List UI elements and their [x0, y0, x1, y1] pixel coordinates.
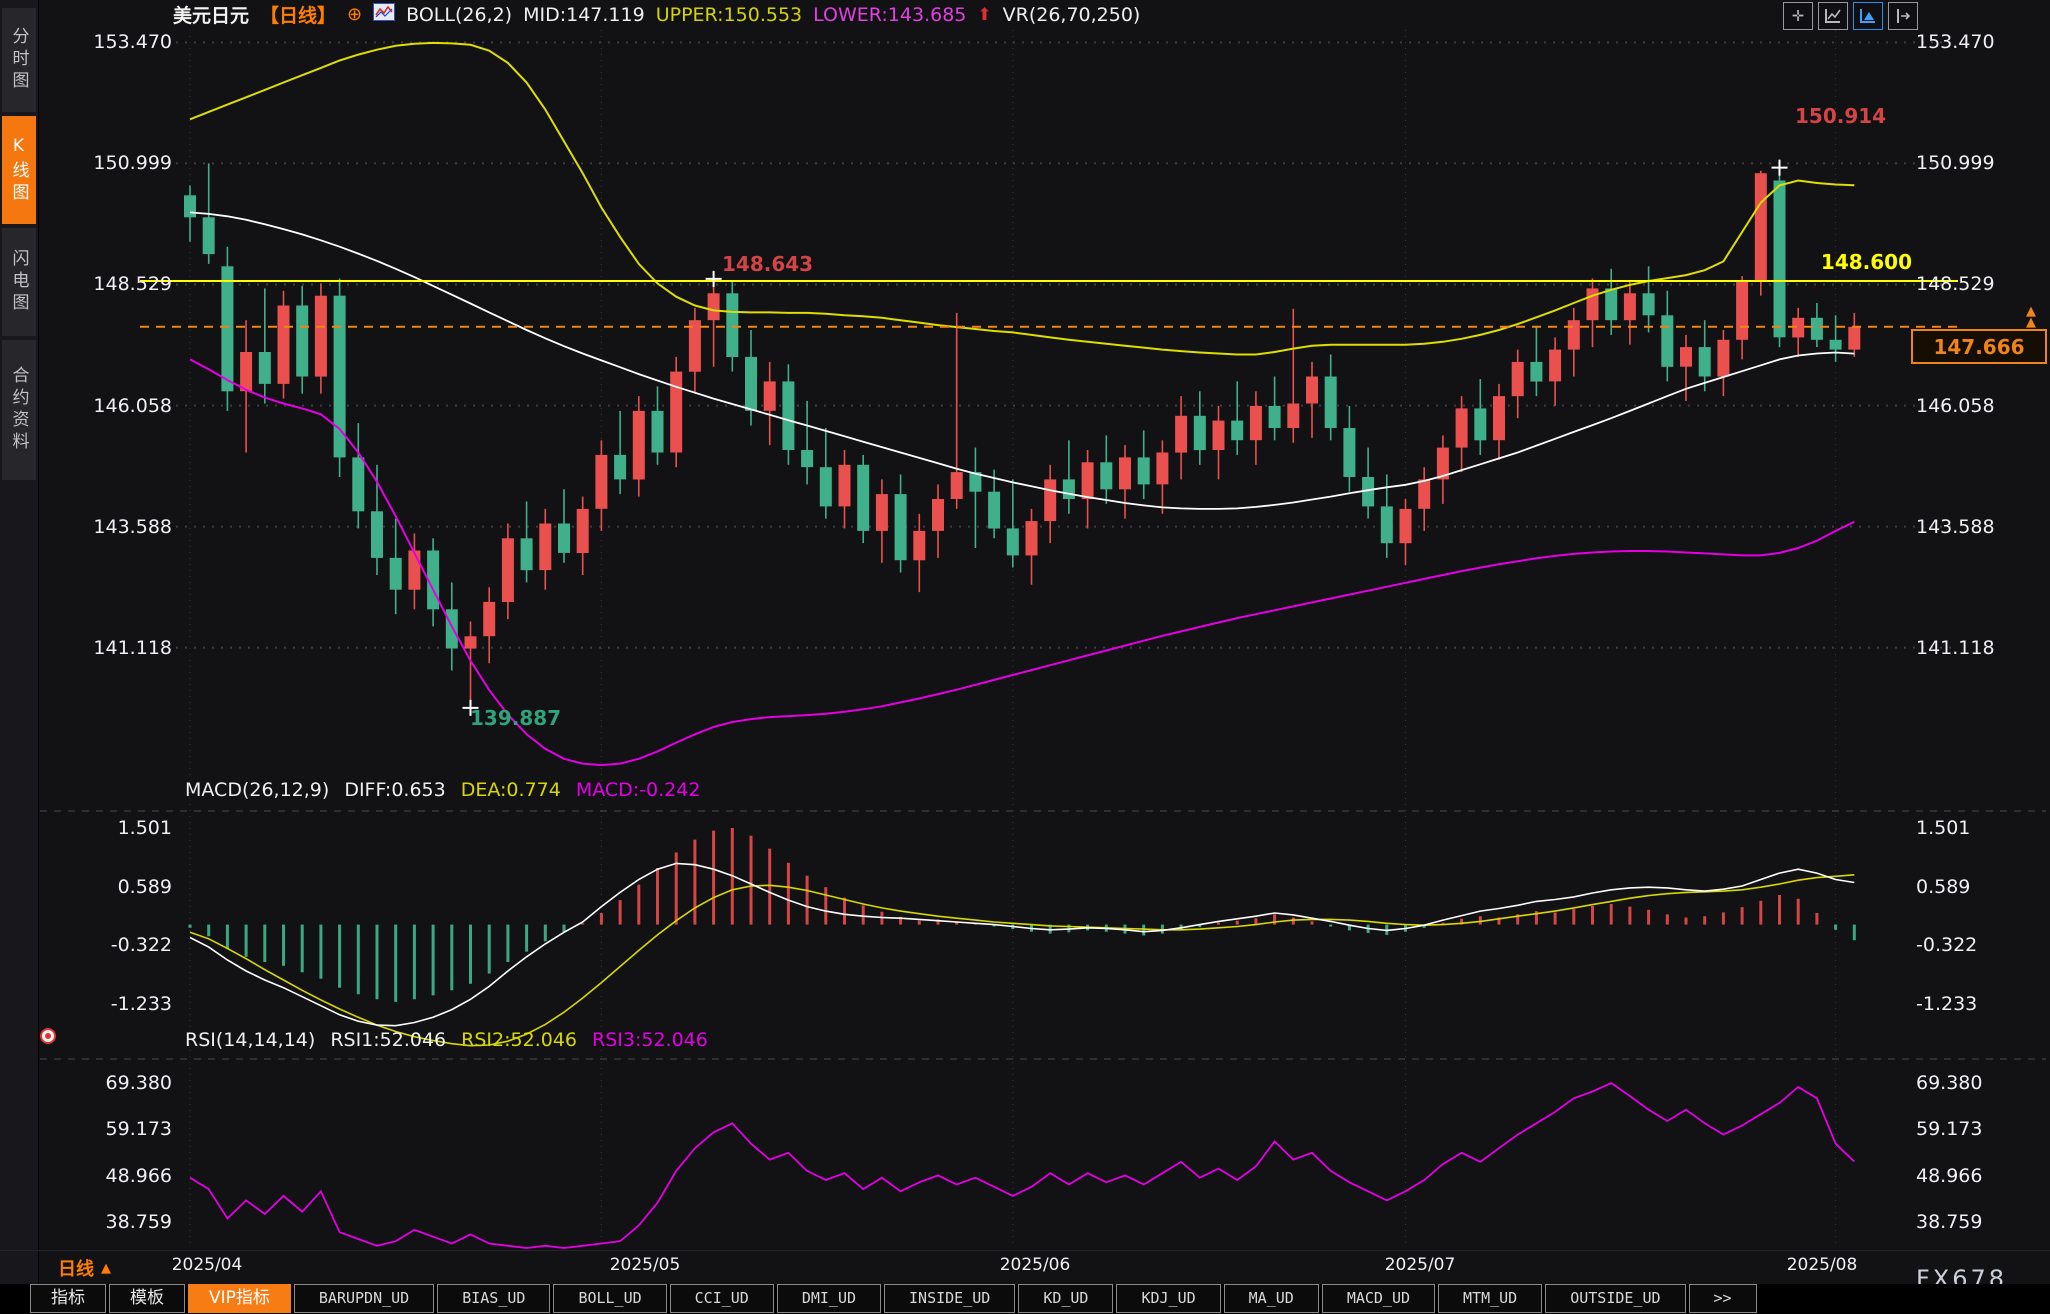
tabs-overflow-button[interactable]: >>	[1688, 1284, 1757, 1313]
sidebar: 分时图 K线图闪电图合约资料	[0, 0, 39, 1314]
bottom-tab-0[interactable]: 指标	[30, 1284, 106, 1313]
pan-icon[interactable]: ✛	[1783, 2, 1813, 30]
bottom-tab-5[interactable]: BOLL_UD	[553, 1284, 667, 1313]
rsi1-value: RSI1:52.046	[330, 1029, 447, 1051]
rsi2-value: RSI2:52.046	[461, 1029, 577, 1051]
mini-chart-icon	[373, 3, 396, 26]
bottom-tab-2[interactable]: VIP指标	[188, 1284, 291, 1313]
month-label: 2025/07	[1384, 1255, 1456, 1275]
boll-lower-value: LOWER:143.685	[813, 3, 967, 26]
time-axis-row: 日线 ▲ FX678 2025/04 2025/05 2025/06 2025/07 2…	[0, 1250, 2050, 1293]
indicator-tabbar: 指标 模板 VIP指标 BARUPDN_UD BIAS_UD BOLL_UD CCI_UD D…	[0, 1284, 2050, 1314]
annotation-low: 139.887	[470, 706, 562, 730]
rsi-header: RSI(14,14,14) RSI1:52.046 RSI2:52.046 RS…	[185, 1029, 708, 1051]
bottom-tab-10[interactable]: KDJ_UD	[1116, 1284, 1221, 1313]
period-selector[interactable]: 日线 ▲	[58, 1255, 111, 1281]
month-label: 2025/05	[609, 1255, 681, 1275]
bottom-tab-7[interactable]: DMI_UD	[776, 1284, 882, 1313]
bottom-tab-6[interactable]: CCI_UD	[669, 1284, 774, 1313]
sidebar-tab-1[interactable]: K线图	[2, 116, 36, 224]
chart-toolbar: ✛	[1783, 2, 1918, 30]
plus-circle-icon[interactable]: ⊕	[347, 4, 363, 25]
month-label: 2025/04	[171, 1255, 243, 1275]
chart-header: 美元日元 【日线】 ⊕ BOLL(26,2) MID:147.119 UPPER…	[173, 0, 1140, 29]
boll-label: BOLL(26,2)	[406, 3, 513, 26]
bottom-tab-12[interactable]: MACD_UD	[1321, 1284, 1436, 1313]
macd-dea-value: DEA:0.774	[460, 779, 561, 801]
annotation-high: 150.914	[1795, 104, 1887, 128]
record-icon	[40, 1028, 56, 1044]
bottom-tab-8[interactable]: INSIDE_UD	[884, 1284, 1016, 1313]
month-label: 2025/06	[999, 1255, 1071, 1275]
bottom-tab-4[interactable]: BIAS_UD	[437, 1284, 551, 1313]
macd-diff-value: DIFF:0.653	[344, 779, 446, 801]
sidebar-tab-2[interactable]: 闪电图	[2, 228, 36, 336]
macd-header: MACD(26,12,9) DIFF:0.653 DEA:0.774 MACD:…	[185, 779, 700, 801]
dropdown-up-icon: ▲	[101, 1260, 111, 1276]
sidebar-tab-3[interactable]: 合约资料	[2, 340, 36, 480]
axis-shift-icon[interactable]	[1888, 2, 1918, 30]
bottom-tab-14[interactable]: OUTSIDE_UD	[1545, 1284, 1686, 1313]
rsi-name: RSI(14,14,14)	[185, 1029, 316, 1051]
double-up-arrow-icon: ▲ ▲	[2026, 304, 2036, 330]
macd-name: MACD(26,12,9)	[185, 779, 330, 801]
bottom-tab-11[interactable]: MA_UD	[1223, 1284, 1319, 1313]
bottom-tab-3[interactable]: BARUPDN_UD	[293, 1284, 435, 1313]
axis-area-chart-icon[interactable]	[1853, 2, 1883, 30]
macd-macd-value: MACD:-0.242	[575, 779, 701, 801]
boll-upper-value: UPPER:150.553	[655, 3, 803, 26]
symbol-name: 美元日元	[173, 5, 250, 27]
annotation-swing-high: 148.643	[722, 252, 814, 276]
period-selector-label: 日线	[58, 1259, 94, 1280]
vr-label: VR(26,70,250)	[1002, 3, 1141, 26]
axis-line-chart-icon[interactable]	[1818, 2, 1848, 30]
boll-mid-value: MID:147.119	[523, 3, 645, 26]
bottom-tab-9[interactable]: KD_UD	[1018, 1284, 1114, 1313]
sidebar-tab-0[interactable]: 分时图	[2, 8, 36, 112]
rsi3-value: RSI3:52.046	[592, 1029, 708, 1051]
bottom-tab-13[interactable]: MTM_UD	[1438, 1284, 1543, 1313]
annotation-resistance: 148.600	[1820, 250, 1912, 274]
month-label: 2025/08	[1786, 1255, 1858, 1275]
last-price-box: 147.666	[1911, 329, 2047, 364]
period-tag: 【日线】	[260, 5, 337, 27]
up-arrow-icon: ⬆	[977, 4, 992, 25]
bottom-tab-1[interactable]: 模板	[109, 1284, 185, 1313]
